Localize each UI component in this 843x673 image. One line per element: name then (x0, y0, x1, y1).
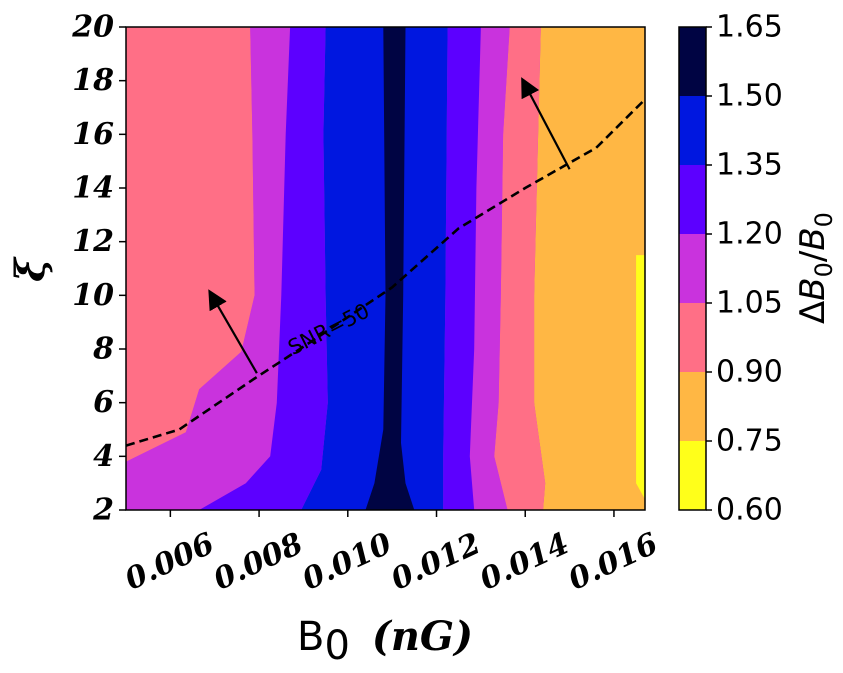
plot-frame (125, 26, 646, 511)
colorbar-cell (679, 234, 706, 303)
colorbar-label-sub1: 0 (810, 262, 838, 277)
colorbar-label-sub2: 0 (810, 212, 838, 227)
contour-region-level-1.35-1.50 (301, 27, 448, 510)
y-tick-label: 18 (72, 63, 114, 98)
colorbar-cell (679, 96, 706, 165)
y-tick-label: 14 (72, 171, 114, 206)
x-axis-label-unit: (nG) (372, 613, 473, 660)
colorbar-cell (679, 165, 706, 234)
x-tick-label: 0.008 (209, 526, 309, 597)
x-tick-label: 0.014 (475, 526, 575, 597)
x-tick-label: 0.010 (297, 526, 397, 597)
contour-region-level-0.90-1.05-right (494, 27, 546, 510)
colorbar-tick-label: 1.35 (716, 148, 783, 183)
colorbar-cell (679, 441, 706, 510)
contour-region-level-1.05-1.20-right (469, 27, 510, 510)
contour-region-level-0.90-1.05-left (126, 27, 255, 462)
colorbar-cells (679, 27, 706, 510)
y-tick-label: 6 (93, 385, 114, 420)
x-tick-label: 0.006 (120, 526, 220, 597)
contour-region-level-1.05-1.20-left (126, 27, 291, 510)
y-tick-label: 10 (72, 278, 114, 313)
colorbar-cell (679, 303, 706, 372)
colorbar-tick-label: 1.05 (716, 286, 783, 321)
colorbar-tick-label: 0.90 (716, 355, 783, 390)
arrow-2 (521, 77, 571, 170)
x-tick-label: 0.012 (386, 526, 486, 597)
x-tick-label: 0.016 (563, 526, 663, 597)
colorbar-ticks: 0.60 0.75 0.90 1.05 1.20 1.35 1.50 1.65 (706, 10, 783, 528)
colorbar-tick-label: 0.60 (716, 493, 783, 528)
snr-contour-line (126, 98, 645, 447)
colorbar-label-slash: / (793, 250, 833, 262)
colorbar-label-b2: B (793, 227, 833, 250)
arrows-group (208, 77, 571, 374)
arrow-1 (208, 289, 258, 374)
y-axis-label: ξ (7, 256, 54, 282)
colorbar-label-b1: B (793, 277, 833, 300)
contour-region-level-1.20-1.35-right (443, 27, 481, 510)
y-tick-label: 2 (92, 493, 114, 528)
contour-regions (126, 27, 645, 510)
y-tick-label: 4 (93, 439, 114, 474)
colorbar-tick-label: 0.75 (716, 424, 783, 459)
x-axis-label: B0 (nG) (297, 613, 473, 669)
colorbar-tick-label: 1.65 (716, 10, 783, 45)
colorbar-tick-label: 1.50 (716, 79, 783, 114)
contour-region-level-1.20-1.35-left (199, 27, 328, 510)
colorbar-cell (679, 372, 706, 441)
x-axis-label-symbol: B (297, 614, 324, 660)
y-tick-label: 8 (92, 332, 114, 367)
colorbar-cell (679, 27, 706, 96)
plot-area: SNR=50 (125, 26, 646, 511)
contour-region-level-1.50-1.65 (365, 27, 415, 510)
y-tick-label: 12 (72, 224, 114, 259)
y-axis: 2 4 6 8 10 12 14 16 18 20 (71, 10, 126, 528)
colorbar-tick-label: 1.20 (716, 217, 783, 252)
contour-region-level-0.60-0.75 (636, 255, 645, 500)
colorbar-label-delta: Δ (793, 301, 833, 324)
colorbar-label: ΔB0/B0 (793, 212, 838, 324)
contour-region-level-0.75-0.90 (534, 27, 645, 510)
y-tick-label: 20 (71, 10, 114, 45)
colorbar-frame (678, 26, 707, 511)
x-axis-label-subscript: 0 (324, 623, 349, 669)
y-tick-label: 16 (72, 117, 114, 152)
colorbar: 0.600.750.901.051.201.351.501.65 ΔB0/B0 (678, 10, 838, 528)
